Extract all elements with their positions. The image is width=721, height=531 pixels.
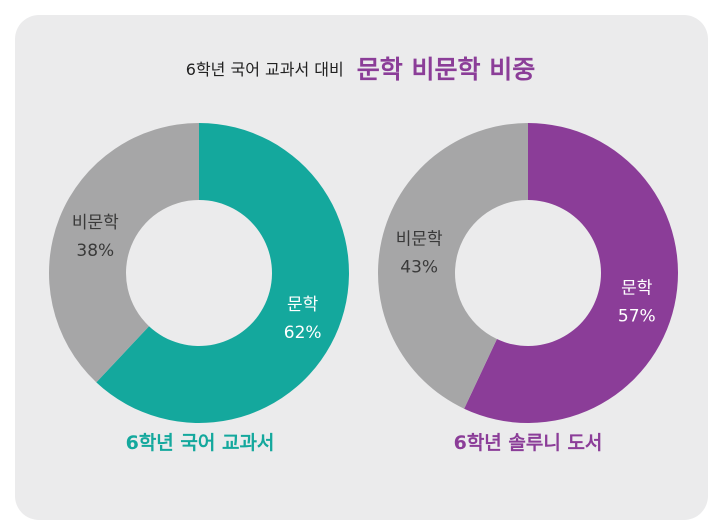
caption-textbook: 6학년 국어 교과서: [125, 432, 275, 454]
chart-panel: [15, 15, 708, 520]
slice-value-nonliterature: 38%: [76, 241, 114, 261]
slice-value-literature: 62%: [284, 323, 322, 343]
title-lead: 6학년 국어 교과서 대비: [185, 60, 344, 79]
slice-literature: [464, 123, 678, 423]
slice-literature: [96, 123, 349, 423]
caption-solluni: 6학년 솔루니 도서: [453, 432, 603, 454]
chart-title: 6학년 국어 교과서 대비 문학 비문학 비중: [0, 50, 721, 86]
slice-value-nonliterature: 43%: [400, 258, 438, 278]
slice-value-literature: 57%: [618, 306, 656, 326]
slice-label-nonliterature: 비문학: [396, 230, 443, 250]
slice-nonliterature: [48, 122, 199, 383]
slice-label-literature: 문학: [621, 278, 653, 298]
donut-chart-solluni: 문학 57% 비문학 43%: [377, 123, 678, 423]
slice-nonliterature: [377, 123, 528, 409]
slice-label-literature: 문학: [287, 295, 319, 315]
donut-chart-textbook: 문학 62% 비문학 38%: [48, 122, 349, 423]
title-emphasis: 문학 비문학 비중: [356, 55, 536, 84]
slice-label-nonliterature: 비문학: [72, 213, 119, 233]
